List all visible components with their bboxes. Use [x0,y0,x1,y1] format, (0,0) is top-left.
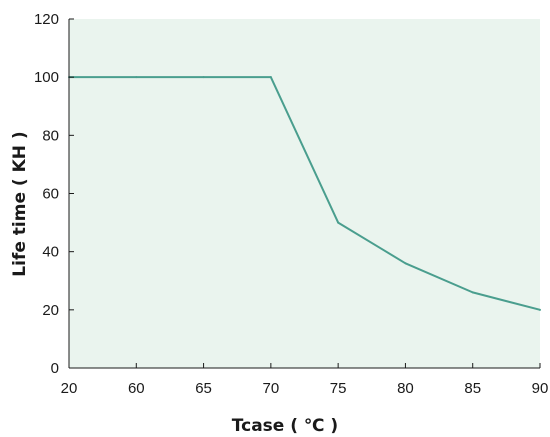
x-tick-label: 85 [464,380,481,397]
data-point [202,76,205,79]
y-tick-label: 20 [42,302,59,319]
y-tick-label: 40 [42,244,59,261]
y-ticks: 0 20 40 60 80 100 120 [34,11,74,377]
data-point [135,76,138,79]
series-line [69,76,541,311]
y-tick-label: 0 [51,360,59,377]
x-tick-label: 80 [397,380,414,397]
data-point [404,262,407,265]
data-point [337,221,340,224]
data-point [539,308,541,311]
x-axis-title: Tcase ( ℃ ) [232,416,338,436]
data-point [471,291,474,294]
x-tick-label: 65 [195,380,212,397]
series-layer [68,76,541,311]
y-tick-label: 80 [42,127,59,144]
data-point [269,76,272,79]
x-tick-label: 75 [330,380,347,397]
plot-area [69,19,540,368]
y-tick-label: 120 [34,11,59,28]
x-tick-label: 20 [61,380,78,397]
x-ticks: 20 60 65 70 75 80 85 90 [61,363,549,397]
x-tick-label: 70 [263,380,280,397]
x-tick-label: 60 [128,380,145,397]
x-tick-label: 90 [532,380,549,397]
y-tick-label: 100 [34,69,59,86]
y-tick-label: 60 [42,186,59,203]
y-axis-title: Life time ( KH ) [10,131,30,276]
